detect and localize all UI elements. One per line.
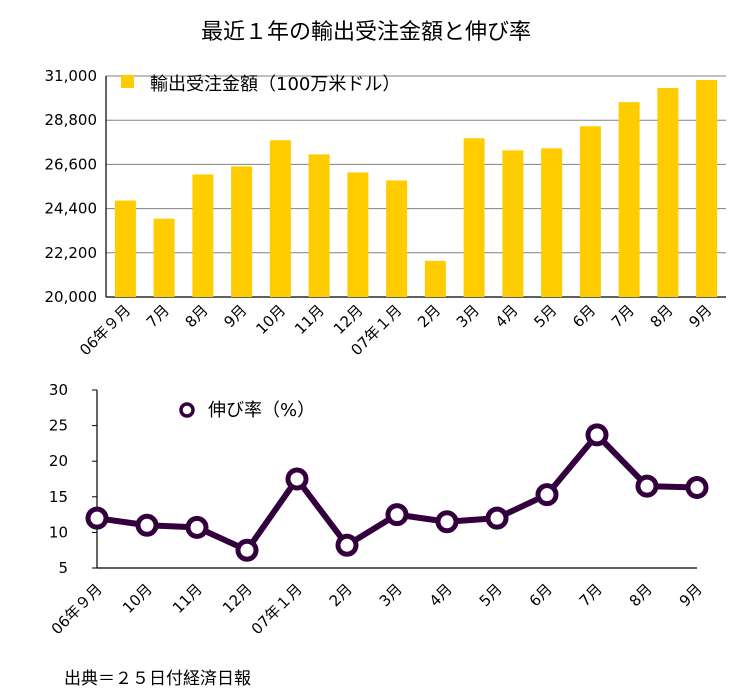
bar [579, 126, 601, 298]
data-point [585, 423, 609, 447]
data-point [335, 533, 359, 557]
bar [347, 172, 369, 297]
bar [192, 174, 214, 297]
bar-ytick-label: 31,000 [45, 67, 98, 85]
bar [463, 138, 485, 297]
line-xtick-label: 07年１月 [248, 580, 306, 638]
bar-ytick-label: 24,400 [45, 200, 98, 218]
data-point [485, 506, 509, 530]
bar [269, 140, 291, 297]
line-ytick-label: 25 [49, 417, 68, 435]
bar-xtick-label: 3月 [453, 301, 483, 331]
line-xtick-label: 6月 [526, 580, 556, 610]
bar [424, 260, 446, 297]
bar-xtick-label: 4月 [492, 301, 522, 331]
data-point [535, 483, 559, 507]
bar [618, 102, 640, 297]
bar [541, 148, 563, 297]
line-ytick-label: 10 [49, 523, 68, 541]
bar [386, 180, 408, 297]
line-ytick-label: 15 [49, 488, 68, 506]
data-point [235, 538, 259, 562]
bar [696, 80, 718, 297]
bar-xtick-label: 5月 [530, 301, 560, 331]
data-point [635, 474, 659, 498]
bar-xtick-label: 06年９月 [76, 301, 134, 359]
line-ytick-label: 5 [58, 559, 68, 577]
bar-chart: 20,000 22,200 24,400 26,600 28,800 31,000 06年９… [45, 67, 726, 359]
bar [657, 88, 679, 298]
line-xtick-label: 3月 [376, 580, 406, 610]
line-xtick-label: 2月 [326, 580, 356, 610]
line-xtick-label: 8月 [626, 580, 656, 610]
bar-ytick-label: 28,800 [45, 111, 98, 129]
line-xtick-label: 06年９月 [48, 580, 106, 638]
data-point [685, 476, 709, 500]
data-point [385, 503, 409, 527]
bar-xtick-label: 8月 [647, 301, 677, 331]
line-ytick-label: 30 [49, 381, 68, 399]
bar-xtick-label: 9月 [685, 301, 715, 331]
data-point [185, 515, 209, 539]
line-xtick-label: 10月 [119, 580, 156, 617]
bar-xtick-label: 6月 [569, 301, 599, 331]
bar-xtick-label: 10月 [252, 301, 289, 338]
bar [231, 166, 253, 297]
line-ytick-label: 20 [49, 452, 68, 470]
line-legend-label: 伸び率（%） [208, 400, 315, 421]
line-xtick-label: 7月 [576, 580, 606, 610]
line-xtick-label: 12月 [219, 580, 256, 617]
data-point [285, 467, 309, 491]
data-point [435, 510, 459, 534]
bar-xtick-label: 7月 [143, 301, 173, 331]
bar-xtick-label: 11月 [291, 301, 328, 338]
bar-legend-swatch [121, 75, 134, 88]
bar-xtick-label: 7月 [608, 301, 638, 331]
bar-ytick-label: 26,600 [45, 155, 98, 173]
bar-legend-label: 輸出受注金額（100万米ドル） [150, 74, 400, 95]
chart-title: 最近１年の輸出受注金額と伸び率 [200, 20, 531, 45]
line-xtick-label: 4月 [426, 580, 456, 610]
bar-ytick-label: 20,000 [45, 288, 98, 306]
bar-xtick-label: 2月 [414, 301, 444, 331]
bar [153, 218, 175, 297]
bar-xtick-label: 8月 [182, 301, 212, 331]
source-note: 出典＝２５日付経済日報 [64, 669, 251, 689]
bar [502, 150, 524, 297]
bar-ytick-label: 22,200 [45, 244, 98, 262]
bar [308, 154, 330, 297]
line-xtick-label: 9月 [676, 580, 706, 610]
data-point [135, 513, 159, 537]
data-point [85, 506, 109, 530]
line-xtick-label: 11月 [169, 580, 206, 617]
bar-xtick-label: 9月 [220, 301, 250, 331]
line-legend-marker [179, 402, 195, 418]
line-xtick-label: 5月 [476, 580, 506, 610]
bar [114, 200, 136, 297]
